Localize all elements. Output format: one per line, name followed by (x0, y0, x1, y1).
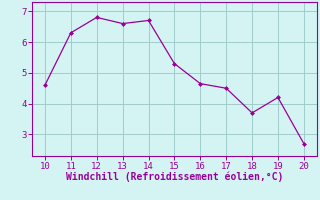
X-axis label: Windchill (Refroidissement éolien,°C): Windchill (Refroidissement éolien,°C) (66, 172, 283, 182)
